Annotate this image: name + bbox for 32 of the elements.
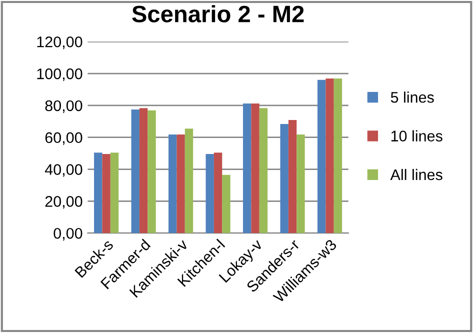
bar <box>184 128 194 234</box>
bar <box>251 104 260 234</box>
bar <box>242 104 252 234</box>
bar <box>94 152 102 234</box>
bar <box>214 152 222 234</box>
bar <box>334 78 342 234</box>
bar <box>110 152 119 234</box>
y-tick-label: 100,00 <box>37 68 82 82</box>
bar <box>259 108 268 234</box>
y-tick-label: 120,00 <box>37 36 82 50</box>
bar <box>168 134 177 234</box>
y-tick-label: 40,00 <box>44 164 82 177</box>
y-tick-label: 0,00 <box>54 228 82 241</box>
y-tick-label: 80,00 <box>45 100 82 113</box>
y-tick-label: 20,00 <box>45 196 82 209</box>
bar <box>288 120 297 234</box>
bar <box>280 124 288 234</box>
bar <box>296 134 305 234</box>
legend-label: 10 lines <box>391 130 442 142</box>
legend-label: 5 lines <box>390 92 434 103</box>
bar <box>222 174 230 234</box>
bar <box>102 154 110 234</box>
bar <box>317 80 326 234</box>
bar <box>206 154 214 234</box>
bar <box>326 78 334 234</box>
bar <box>131 109 140 234</box>
chart-title: Scenario 2 - M2 <box>132 5 304 22</box>
bar <box>139 108 148 234</box>
bar <box>176 134 185 234</box>
bar <box>148 110 156 234</box>
legend-label: All lines <box>390 168 442 180</box>
y-tick-label: 60,00 <box>45 132 82 145</box>
